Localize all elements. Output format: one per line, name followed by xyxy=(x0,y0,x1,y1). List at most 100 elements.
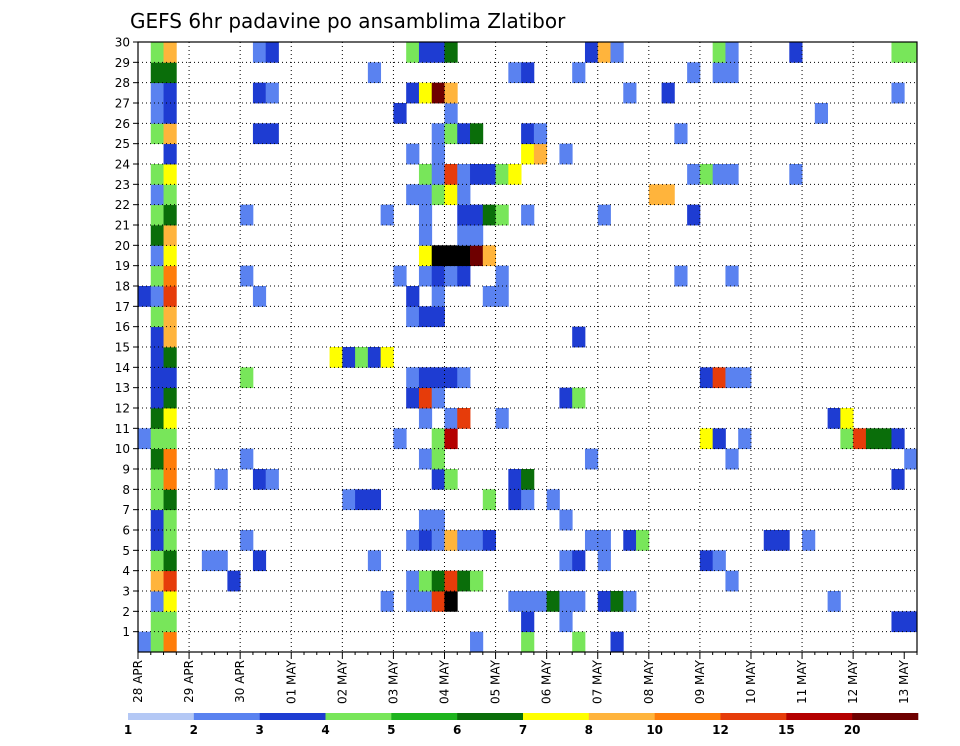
heat-cell xyxy=(572,550,586,572)
heat-cell xyxy=(163,509,177,531)
heat-cell xyxy=(533,591,548,612)
heat-cell xyxy=(431,367,445,389)
heat-cell xyxy=(150,82,164,104)
plot-frame xyxy=(137,41,918,653)
heat-cell xyxy=(508,591,522,612)
heat-cell xyxy=(431,265,445,287)
x-tick-label: 28 APR xyxy=(131,660,145,703)
heat-cell xyxy=(444,591,458,612)
heat-cell xyxy=(457,184,471,206)
heat-cell xyxy=(367,489,382,511)
heat-cell xyxy=(457,164,471,185)
y-tick-label: 27 xyxy=(115,97,130,111)
heat-cell xyxy=(891,469,905,490)
heat-cell xyxy=(623,530,637,551)
heat-cell xyxy=(418,448,433,470)
heat-cell xyxy=(725,570,739,592)
heat-cell xyxy=(559,509,573,531)
y-tick-label: 5 xyxy=(122,544,130,558)
heat-cell xyxy=(572,387,586,409)
heat-cell xyxy=(699,550,714,572)
heat-cell xyxy=(150,469,164,490)
heat-cell xyxy=(444,469,458,490)
heat-cell xyxy=(418,306,433,328)
heat-cell xyxy=(252,42,267,63)
x-tick-label: 02 MAY xyxy=(335,659,349,704)
heat-cell xyxy=(418,265,433,287)
y-tick-label: 12 xyxy=(115,402,130,416)
heat-cell xyxy=(699,367,714,389)
y-tick-label: 20 xyxy=(115,239,130,253)
heat-cell xyxy=(827,591,841,612)
heat-cell xyxy=(891,428,905,450)
heat-cell xyxy=(431,164,445,185)
heat-cell xyxy=(444,42,458,63)
heat-cell xyxy=(150,530,164,551)
y-tick-label: 17 xyxy=(115,300,130,314)
heat-cell xyxy=(444,530,458,551)
y-tick-label: 28 xyxy=(115,76,130,90)
heat-cell xyxy=(661,82,675,104)
heat-cell xyxy=(865,428,880,450)
heat-cell xyxy=(163,469,177,490)
heat-cell xyxy=(712,367,726,389)
heat-cell xyxy=(444,184,458,206)
heat-cell xyxy=(380,591,394,612)
heat-cell xyxy=(201,550,216,572)
heat-cell xyxy=(418,225,433,246)
heat-cell xyxy=(163,387,177,409)
heat-cell xyxy=(406,387,420,409)
legend-label: 8 xyxy=(585,723,593,737)
legend-label: 4 xyxy=(321,723,329,737)
heat-cell xyxy=(150,489,164,511)
heat-cell xyxy=(163,164,177,185)
legend-swatch xyxy=(654,713,721,720)
heat-cell xyxy=(265,123,279,145)
heat-cell xyxy=(470,225,484,246)
heat-cell xyxy=(444,123,458,145)
heat-cell xyxy=(418,387,433,409)
heat-cell xyxy=(367,550,382,572)
heat-cell xyxy=(252,469,267,490)
y-tick-label: 3 xyxy=(122,585,130,599)
heat-cell xyxy=(150,326,164,348)
y-axis-ticks: 1234567891011121314151617181920212223242… xyxy=(115,36,138,639)
heat-cell xyxy=(495,164,509,185)
heat-cell xyxy=(814,103,829,124)
legend-swatch xyxy=(325,713,392,720)
heat-cell xyxy=(623,591,637,612)
heat-cell xyxy=(802,530,816,551)
heat-cell xyxy=(393,265,407,287)
heat-cell xyxy=(482,204,496,226)
legend-swatch xyxy=(852,713,919,720)
heat-cell xyxy=(789,42,803,63)
heat-cell xyxy=(470,570,484,592)
heat-cell xyxy=(495,204,509,226)
legend-label: 10 xyxy=(646,723,663,737)
heat-cell xyxy=(406,306,420,328)
heat-cell xyxy=(457,530,471,551)
x-tick-label: 13 MAY xyxy=(897,659,911,704)
heat-cell xyxy=(418,245,433,267)
heat-cell xyxy=(431,448,445,470)
legend-swatch xyxy=(193,713,260,720)
heat-cell xyxy=(163,204,177,226)
heat-cell xyxy=(240,530,254,551)
y-tick-label: 21 xyxy=(115,219,130,233)
legend-label: 5 xyxy=(387,723,395,737)
heat-cell xyxy=(610,591,624,612)
heat-cell xyxy=(406,286,420,307)
heat-cell xyxy=(150,184,164,206)
x-tick-label: 29 APR xyxy=(182,660,196,703)
heat-cell xyxy=(431,591,445,612)
y-tick-label: 10 xyxy=(115,442,130,456)
heat-cell xyxy=(150,286,164,307)
heat-cell xyxy=(546,591,560,612)
heat-cell xyxy=(738,428,752,450)
heat-cell xyxy=(674,123,688,145)
heat-cell xyxy=(150,387,164,409)
heat-cell xyxy=(214,469,228,490)
heat-cell xyxy=(265,82,279,104)
x-tick-label: 07 MAY xyxy=(591,659,605,704)
heat-cell xyxy=(406,42,420,63)
